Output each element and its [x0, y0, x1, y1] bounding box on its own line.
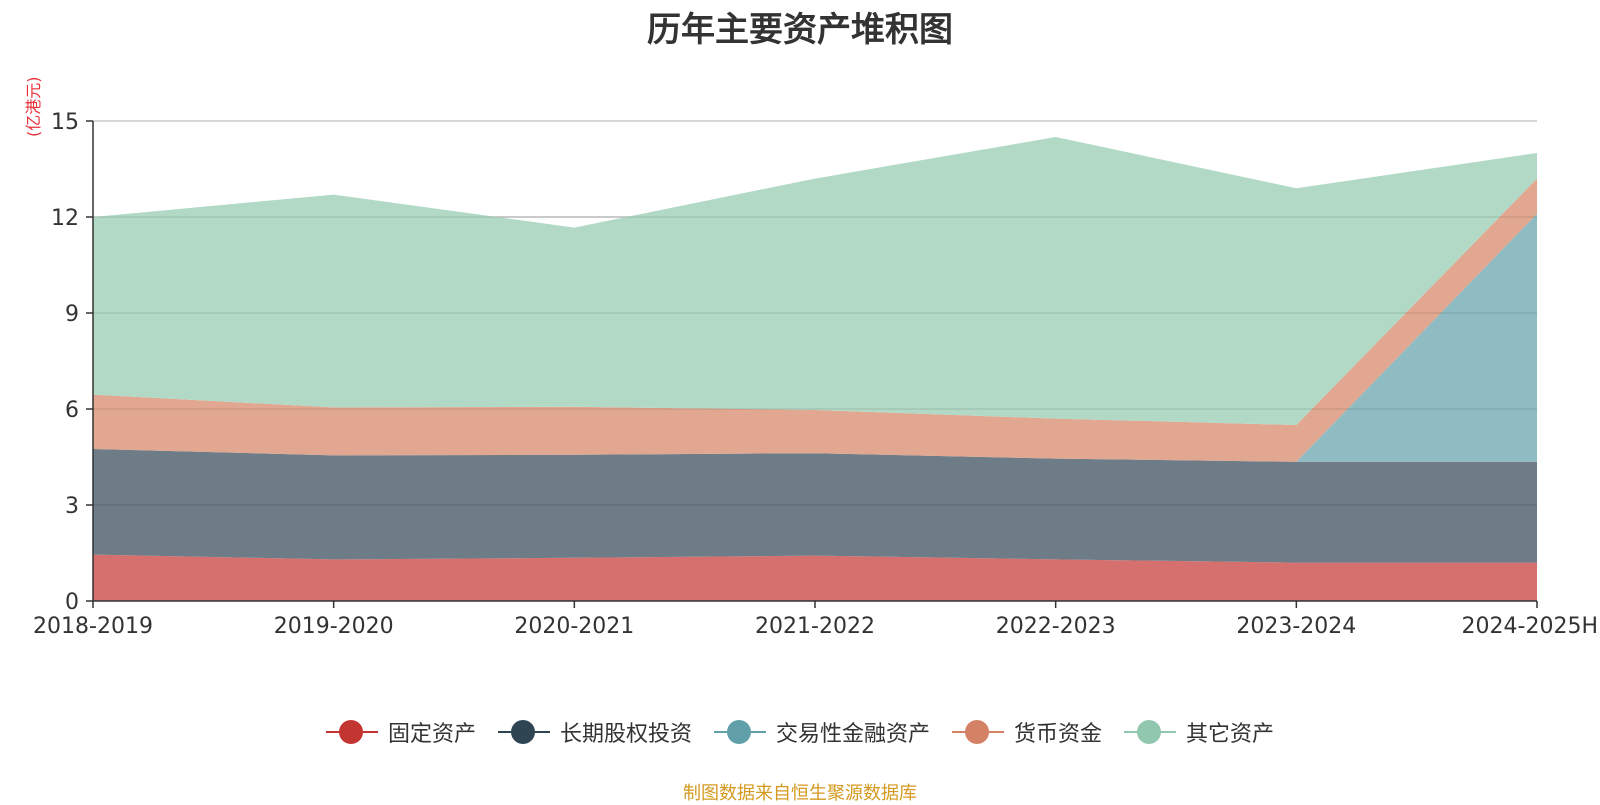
y-tick-label: 15 — [51, 110, 79, 135]
x-tick-label: 2023-2024 — [1236, 614, 1356, 639]
legend-label: 长期股权投资 — [559, 722, 692, 747]
legend-item-0[interactable]: 固定资产 — [325, 716, 476, 748]
legend-item-3[interactable]: 货币资金 — [952, 716, 1102, 748]
stacked-areas — [93, 137, 1537, 601]
area-series-3 — [93, 178, 1537, 462]
legend-marker-icon — [713, 718, 766, 746]
chart-plot: 0 3 6 9 12 15 2018-2019 2019-2020 2020-2021 2021-… — [33, 110, 1598, 639]
legend-dot — [965, 720, 989, 744]
legend-label: 固定资产 — [387, 722, 476, 747]
area-series-2 — [93, 213, 1537, 462]
x-tick-label: 2018-2019 — [33, 614, 153, 639]
legend-item-4[interactable]: 其它资产 — [1124, 716, 1274, 748]
x-tick-label: 2022-2023 — [996, 614, 1116, 639]
y-tick-label: 3 — [65, 494, 79, 519]
legend: 固定资产 长期股权投资 交易性金融资产 货币资金 其它资产 — [0, 716, 1600, 748]
area-series-0 — [93, 554, 1537, 601]
legend-item-2[interactable]: 交易性金融资产 — [713, 716, 930, 748]
legend-dot — [510, 720, 535, 744]
y-tick-label: 9 — [65, 302, 79, 327]
x-tick-label: 2021-2022 — [755, 614, 875, 639]
legend-dot — [338, 720, 363, 744]
chart-title: 历年主要资产堆积图 — [647, 10, 953, 50]
x-tick-label: 2020-2021 — [514, 614, 634, 639]
legend-label: 货币资金 — [1014, 722, 1103, 747]
legend-label: 交易性金融资产 — [775, 722, 930, 747]
y-tick-label: 12 — [51, 206, 79, 231]
y-tick-label: 6 — [65, 398, 79, 423]
legend-marker-icon — [952, 718, 1004, 746]
area-series-1 — [93, 449, 1537, 563]
x-tick-label: 2024-2025H — [1462, 614, 1598, 639]
legend-marker-icon — [497, 718, 550, 746]
legend-item-1[interactable]: 长期股权投资 — [497, 716, 692, 748]
axes: 0 3 6 9 12 15 2018-2019 2019-2020 2020-2021 2021-… — [33, 110, 1598, 639]
legend-dot — [1137, 720, 1162, 744]
area-series-4 — [93, 137, 1537, 425]
legend-marker-icon — [1124, 718, 1177, 746]
legend-label: 其它资产 — [1186, 722, 1275, 747]
x-tick-label: 2019-2020 — [274, 614, 394, 639]
source-note: 制图数据来自恒生聚源数据库 — [683, 783, 917, 804]
y-tick-label: 0 — [65, 590, 79, 615]
legend-marker-icon — [325, 718, 378, 746]
legend-dot — [726, 720, 751, 744]
